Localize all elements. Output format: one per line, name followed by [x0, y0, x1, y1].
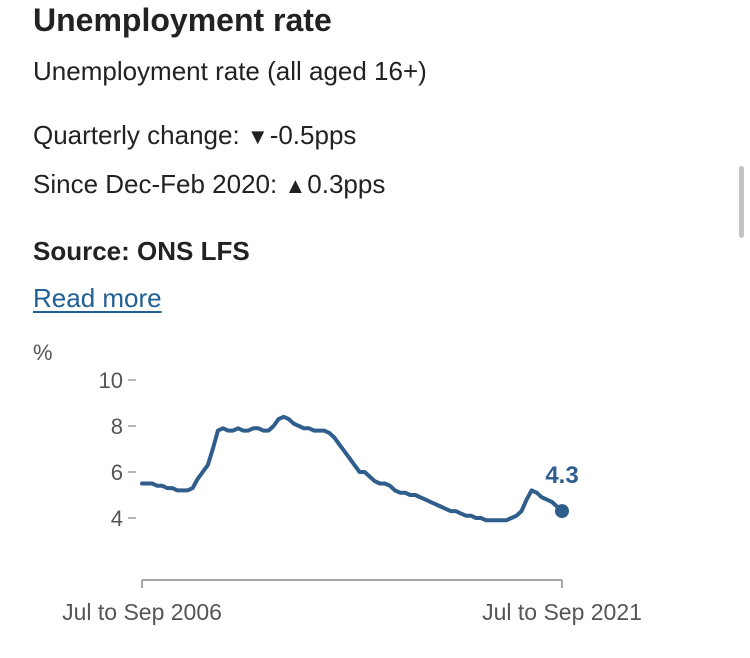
x-tick-label: Jul to Sep 2021 [482, 599, 642, 625]
scrollbar-thumb[interactable] [739, 166, 744, 238]
quarterly-change-line: Quarterly change: ▼-0.5pps [33, 120, 356, 151]
page-title: Unemployment rate [33, 2, 332, 38]
y-tick-label: 6 [111, 460, 123, 485]
source-label: Source: ONS LFS [33, 236, 250, 266]
x-axis: Jul to Sep 2006 Jul to Sep 2021 [62, 579, 642, 625]
up-arrow-icon: ▲ [284, 173, 307, 198]
latest-value-label: 4.3 [545, 462, 578, 489]
quarterly-change-label: Quarterly change: [33, 120, 240, 150]
y-axis-unit-label: % [33, 340, 53, 365]
since-change-line: Since Dec-Feb 2020: ▲0.3pps [33, 169, 385, 200]
y-tick-label: 4 [111, 506, 123, 531]
since-change-label: Since Dec-Feb 2020: [33, 169, 278, 199]
series-line [140, 414, 564, 523]
line-chart: % 10 8 6 4 Jul to Sep 2006 Jul to Sep 2021 4… [33, 340, 642, 625]
latest-value-dot [555, 504, 569, 519]
quarterly-change-value: -0.5pps [269, 120, 357, 150]
y-tick-label: 8 [111, 414, 123, 439]
y-axis: 10 8 6 4 [99, 368, 136, 531]
y-tick-label: 10 [99, 368, 123, 393]
x-tick-label: Jul to Sep 2006 [62, 599, 222, 625]
down-arrow-icon: ▼ [246, 124, 269, 149]
page-subtitle: Unemployment rate (all aged 16+) [33, 56, 427, 86]
since-change-value: 0.3pps [307, 169, 386, 199]
read-more-link[interactable]: Read more [33, 283, 162, 313]
